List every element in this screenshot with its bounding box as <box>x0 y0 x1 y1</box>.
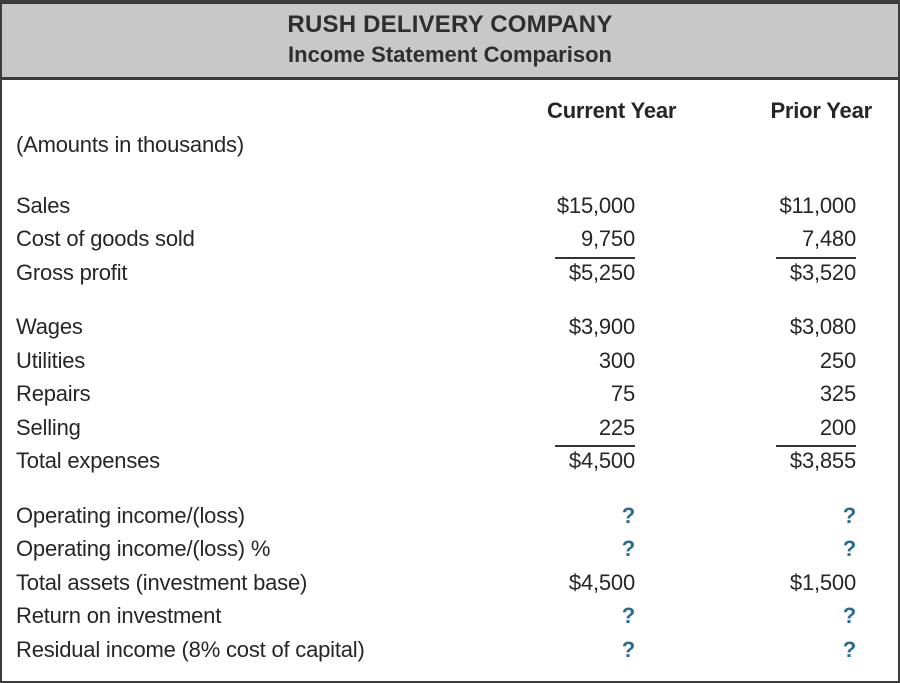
row-label: Total expenses <box>16 448 160 473</box>
current-year-value: $3,900 <box>568 314 635 339</box>
current-year-cell: $4,500 <box>515 444 635 478</box>
current-year-value: ? <box>621 502 635 528</box>
current-year-cell: $4,500 <box>515 566 635 600</box>
current-year-cell: $15,000 <box>515 189 635 223</box>
prior-year-value: ? <box>842 636 856 662</box>
statement-rows: Sales $15,000 $11,000 Cost of goods sold… <box>16 189 856 667</box>
table-row: Sales $15,000 $11,000 <box>16 189 856 223</box>
current-year-value: $4,500 <box>568 448 635 473</box>
company-name: RUSH DELIVERY COMPANY <box>287 11 613 38</box>
prior-year-cell: $1,500 <box>736 566 856 600</box>
current-year-cell: ? <box>515 499 635 533</box>
current-year-value: $15,000 <box>556 192 635 218</box>
report-title: Income Statement Comparison <box>288 42 612 67</box>
current-year-value: 9,750 <box>555 222 635 259</box>
prior-year-cell: ? <box>736 532 856 566</box>
table-row: Selling 225 200 <box>16 411 856 447</box>
prior-year-cell: $3,855 <box>736 444 856 478</box>
row-label: Return on investment <box>16 603 222 628</box>
column-header-prior-year: Prior Year <box>770 98 872 123</box>
column-header-row: Current Year Prior Year <box>16 94 872 128</box>
current-year-cell: ? <box>515 599 635 633</box>
current-year-cell: 225 <box>515 411 635 447</box>
current-year-value: ? <box>621 536 635 561</box>
prior-year-value: 200 <box>776 411 856 447</box>
table-row: Operating income/(loss) ? ? <box>16 499 856 533</box>
table-row: Total assets (investment base) $4,500 $1… <box>16 566 856 600</box>
prior-year-value: $1,500 <box>789 569 856 595</box>
current-year-value: ? <box>621 603 635 628</box>
current-year-cell: 300 <box>515 344 635 378</box>
row-label: Wages <box>16 314 83 339</box>
current-year-value: $4,500 <box>568 569 635 595</box>
prior-year-cell: 250 <box>736 344 856 378</box>
prior-year-value: 250 <box>819 347 856 373</box>
section-gap <box>16 289 856 310</box>
row-label: Operating income/(loss) % <box>16 536 271 561</box>
current-year-value: 300 <box>598 347 635 373</box>
prior-year-value: $3,520 <box>789 259 856 285</box>
prior-year-cell: ? <box>736 499 856 533</box>
current-year-value: 75 <box>610 381 635 406</box>
current-year-cell: ? <box>515 532 635 566</box>
prior-year-value: 325 <box>819 381 856 406</box>
table-row: Utilities 300 250 <box>16 344 856 378</box>
current-year-cell: $5,250 <box>515 256 635 290</box>
current-year-cell: 75 <box>515 377 635 411</box>
amounts-note-row: (Amounts in thousands) <box>16 128 856 162</box>
current-year-cell: 9,750 <box>515 222 635 259</box>
table-row: Gross profit $5,250 $3,520 <box>16 256 856 290</box>
table-row: Return on investment ? ? <box>16 599 856 633</box>
table-row: Cost of goods sold 9,750 7,480 <box>16 222 856 259</box>
table-row: Wages $3,900 $3,080 <box>16 310 856 344</box>
prior-year-value: ? <box>842 502 856 528</box>
table-row: Total expenses $4,500 $3,855 <box>16 444 856 478</box>
prior-year-value: 7,480 <box>776 222 856 259</box>
table-row: Residual income (8% cost of capital) ? ? <box>16 633 856 667</box>
row-label: Utilities <box>16 347 86 373</box>
current-year-value: $5,250 <box>568 259 635 285</box>
current-year-value: 225 <box>555 411 635 447</box>
current-year-cell: $3,900 <box>515 310 635 344</box>
table-row: Repairs 75 325 <box>16 377 856 411</box>
prior-year-cell: $3,080 <box>736 310 856 344</box>
table-row: Operating income/(loss) % ? ? <box>16 532 856 566</box>
row-label: Repairs <box>16 381 91 406</box>
prior-year-cell: 200 <box>736 411 856 447</box>
current-year-cell: ? <box>515 633 635 667</box>
section-gap <box>16 478 856 499</box>
prior-year-cell: $11,000 <box>736 189 857 223</box>
amounts-note: (Amounts in thousands) <box>16 132 244 157</box>
row-label: Sales <box>16 192 71 218</box>
prior-year-value: ? <box>842 603 856 628</box>
row-label: Gross profit <box>16 259 128 285</box>
prior-year-value: $11,000 <box>779 192 857 218</box>
prior-year-cell: ? <box>736 633 856 667</box>
prior-year-cell: 7,480 <box>736 222 856 259</box>
prior-year-cell: ? <box>736 599 856 633</box>
row-label: Selling <box>16 414 81 440</box>
prior-year-value: $3,855 <box>789 448 856 473</box>
prior-year-value: $3,080 <box>789 314 856 339</box>
prior-year-cell: $3,520 <box>736 256 856 290</box>
title-banner: RUSH DELIVERY COMPANY Income Statement C… <box>2 2 898 80</box>
row-label: Residual income (8% cost of capital) <box>16 636 365 662</box>
statement-body: Current Year Prior Year (Amounts in thou… <box>2 80 898 666</box>
row-label: Cost of goods sold <box>16 226 195 251</box>
prior-year-value: ? <box>842 536 856 561</box>
current-year-value: ? <box>621 636 635 662</box>
column-header-current-year: Current Year <box>547 98 677 123</box>
row-label: Operating income/(loss) <box>16 502 245 528</box>
row-label: Total assets (investment base) <box>16 569 308 595</box>
prior-year-cell: 325 <box>736 377 856 411</box>
